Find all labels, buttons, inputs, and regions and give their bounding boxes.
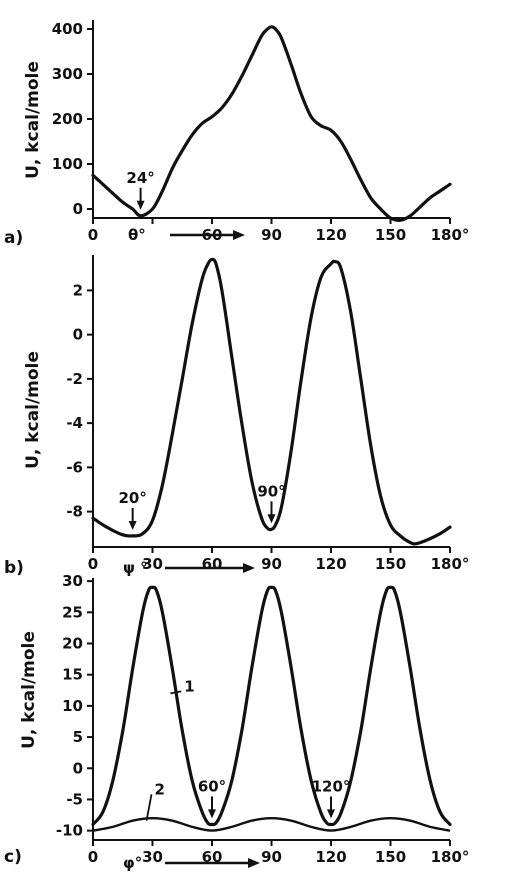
y-axis-label: U, kcal/mole [23,61,43,179]
x-axis-label: φ° [123,854,142,872]
x-tick-label: 0 [88,848,98,866]
series-label: 2 [155,780,165,798]
annotation-arrowhead [208,809,216,819]
series-label: 1 [184,677,194,695]
chart-panel-2: 2 0 -2 -4 -6 -8 0 30 60 90 120 150 180° U, kcal/mole b… [4,255,469,578]
chart-panel-3: 30 25 20 15 10 5 0 -5 -10 0 30 60 90 120 150 180° U, kca… [4,572,469,872]
panel-label: b) [4,558,24,578]
annotation-label: 60° [198,777,226,795]
y-tick-label: 300 [52,65,83,83]
x-tick-label: 90 [261,226,282,244]
annotation-label: 24° [126,169,154,187]
x-tick-label: 150 [375,555,406,573]
series-line-2 [92,817,451,832]
y-tick-label: 20 [62,635,83,653]
series-line-1 [91,585,452,827]
annotation-label: 90° [257,482,285,500]
x-axis-arrowhead [243,563,255,573]
panel-label: c) [4,847,22,867]
x-tick-label: 150 [375,848,406,866]
y-tick-label: 25 [62,603,83,621]
y-tick-label: -8 [66,503,83,521]
y-tick-label: 200 [52,110,83,128]
series-leader-line [170,690,182,695]
x-tick-label: 180° [431,226,470,244]
y-tick-label: 15 [62,666,83,684]
x-tick-label: 120 [315,848,346,866]
x-tick-label: 90 [261,848,282,866]
axis-lines [92,578,450,841]
series-line-1 [91,25,452,222]
x-tick-label: 180° [431,848,470,866]
annotation-label: 20° [118,489,146,507]
y-axis-label: U, kcal/mole [19,631,39,749]
y-tick-label: -6 [66,458,83,476]
x-tick-label: 120 [315,555,346,573]
x-axis-label: ψ ° [123,559,148,577]
x-tick-label: 90 [261,555,282,573]
x-tick-label: 60 [202,848,223,866]
x-axis-label: θ° [128,226,146,244]
y-tick-label: 400 [52,20,83,38]
y-tick-label: -5 [66,790,83,808]
annotation-arrowhead [327,809,335,819]
x-tick-label: 0 [88,555,98,573]
y-tick-label: 10 [62,697,83,715]
axis-lines [92,20,450,219]
y-tick-label: 100 [52,155,83,173]
y-tick-label: 5 [73,728,83,746]
annotation-arrowhead [136,200,145,210]
x-tick-label: 0 [88,226,98,244]
series-leader-line [145,794,153,821]
panel-label: a) [4,228,23,248]
x-tick-label: 30 [142,555,163,573]
y-tick-label: 0 [73,200,83,218]
x-tick-label: 30 [142,848,163,866]
x-tick-label: 150 [375,226,406,244]
x-axis-arrowhead [233,230,245,240]
y-tick-label: -2 [66,370,83,388]
annotation-label: 120° [312,777,351,795]
y-tick-label: 0 [73,759,83,777]
y-tick-label: -10 [56,822,83,840]
x-tick-label: 180° [431,555,470,573]
y-tick-label: 0 [73,326,83,344]
y-tick-label: -4 [66,414,83,432]
annotation-arrowhead [128,520,137,530]
series-line-1 [91,257,452,546]
x-tick-label: 120 [315,226,346,244]
x-axis-arrowhead [248,858,260,868]
annotation-arrowhead [267,514,276,524]
y-axis-label: U, kcal/mole [23,351,43,469]
y-tick-label: 30 [62,572,83,590]
x-tick-label: 60 [202,555,223,573]
y-tick-label: 2 [73,281,83,299]
